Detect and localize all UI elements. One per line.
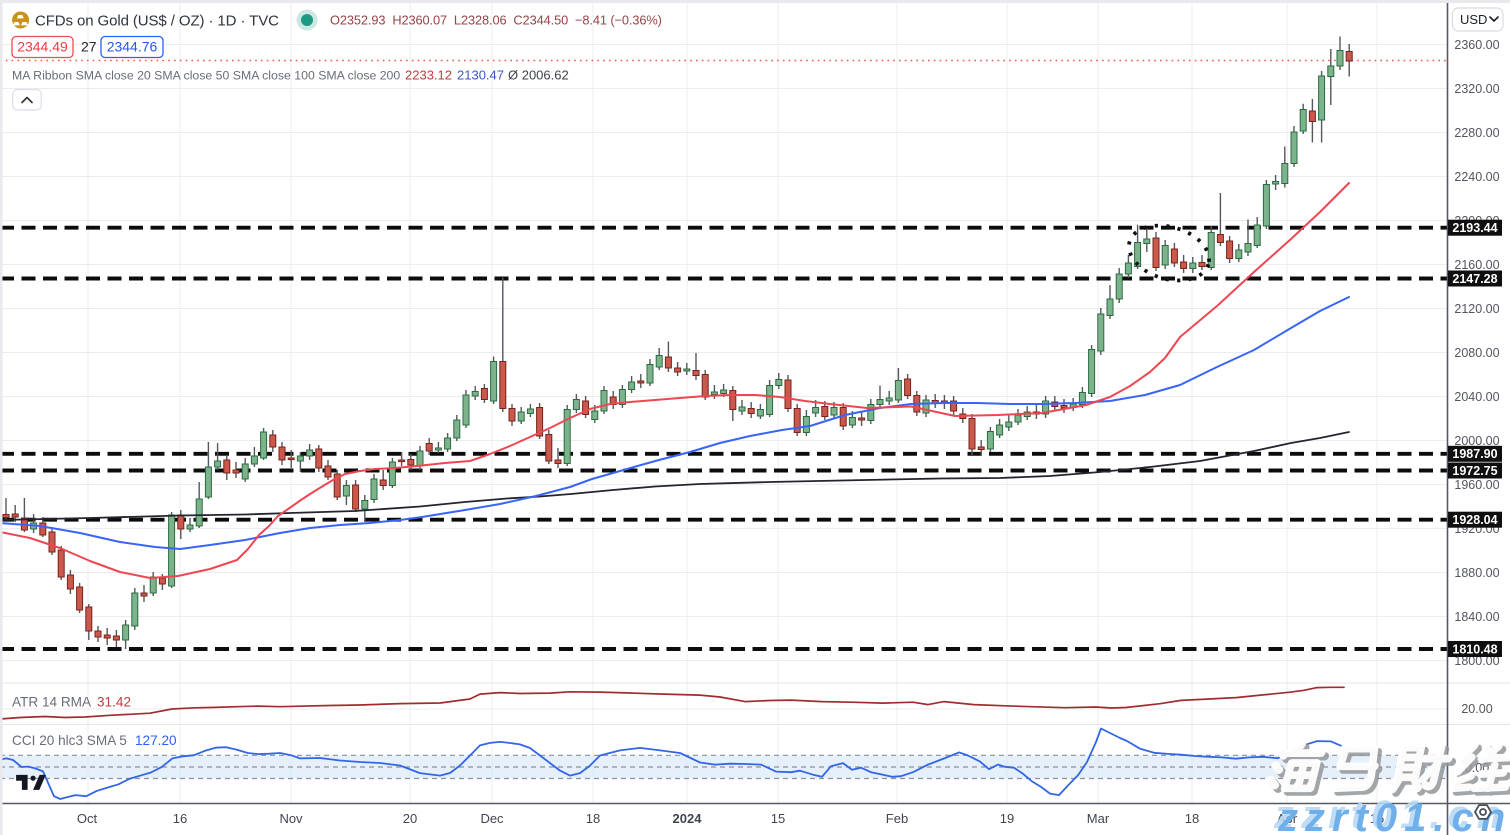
svg-text:Ø 2006.62: Ø 2006.62 — [508, 68, 569, 83]
svg-text:2233.12: 2233.12 — [405, 68, 452, 83]
svg-text:1810.48: 1810.48 — [1452, 642, 1497, 656]
svg-text:Apr: Apr — [1277, 811, 1298, 826]
svg-text:2147.28: 2147.28 — [1452, 272, 1497, 286]
svg-text:2000.00: 2000.00 — [1454, 434, 1499, 448]
svg-text:2040.00: 2040.00 — [1454, 390, 1499, 404]
svg-text:19: 19 — [1000, 811, 1014, 826]
svg-text:2360.00: 2360.00 — [1454, 38, 1499, 52]
svg-text:20: 20 — [403, 811, 417, 826]
svg-text:16: 16 — [173, 811, 187, 826]
svg-text:1928.04: 1928.04 — [1452, 513, 1497, 527]
svg-text:2240.00: 2240.00 — [1454, 170, 1499, 184]
svg-text:zzrt01.cn: zzrt01.cn — [1277, 796, 1510, 835]
svg-text:18: 18 — [1185, 811, 1199, 826]
svg-text:2344.76: 2344.76 — [107, 39, 158, 55]
svg-text:MA Ribbon SMA close 20 SMA clo: MA Ribbon SMA close 20 SMA close 50 SMA … — [12, 69, 400, 83]
svg-text:CFDs on Gold (US$ / OZ) · 1D ·: CFDs on Gold (US$ / OZ) · 1D · TVC — [35, 13, 279, 30]
svg-text:2280.00: 2280.00 — [1454, 126, 1499, 140]
svg-text:2130.47: 2130.47 — [457, 68, 504, 83]
svg-text:127.20: 127.20 — [135, 733, 177, 748]
svg-text:31.42: 31.42 — [97, 695, 131, 710]
svg-text:20.00: 20.00 — [1461, 702, 1492, 716]
svg-text:2193.44: 2193.44 — [1452, 221, 1497, 235]
svg-text:Oct: Oct — [77, 811, 98, 826]
svg-text:USD: USD — [1460, 12, 1487, 27]
svg-text:CCI 20 hlc3 SMA 5: CCI 20 hlc3 SMA 5 — [12, 733, 127, 748]
svg-text:O2352.93 H2360.07 L2328.06: O2352.93 H2360.07 L2328.06 C2344.50 −8.4… — [330, 13, 662, 28]
svg-text:2120.00: 2120.00 — [1454, 302, 1499, 316]
svg-text:2024: 2024 — [673, 811, 703, 826]
svg-text:27: 27 — [81, 39, 97, 55]
svg-text:15: 15 — [771, 811, 785, 826]
svg-text:Nov: Nov — [279, 811, 303, 826]
svg-text:ATR 14 RMA: ATR 14 RMA — [12, 695, 92, 710]
svg-text:1960.00: 1960.00 — [1454, 478, 1499, 492]
svg-text:Mar: Mar — [1087, 811, 1110, 826]
svg-text:zzrt01.cn: zzrt01.cn — [1273, 793, 1508, 835]
svg-text:2160.00: 2160.00 — [1454, 258, 1499, 272]
svg-text:15: 15 — [1370, 811, 1384, 826]
svg-text:1987.90: 1987.90 — [1452, 447, 1497, 461]
svg-text:Feb: Feb — [886, 811, 908, 826]
svg-text:1972.75: 1972.75 — [1452, 464, 1497, 478]
svg-text:2080.00: 2080.00 — [1454, 346, 1499, 360]
svg-text:1880.00: 1880.00 — [1454, 566, 1499, 580]
svg-text:1800.00: 1800.00 — [1454, 654, 1499, 668]
svg-text:Dec: Dec — [480, 811, 504, 826]
svg-text:2344.49: 2344.49 — [17, 39, 68, 55]
svg-text:18: 18 — [586, 811, 600, 826]
svg-text:2320.00: 2320.00 — [1454, 82, 1499, 96]
svg-text:1840.00: 1840.00 — [1454, 610, 1499, 624]
